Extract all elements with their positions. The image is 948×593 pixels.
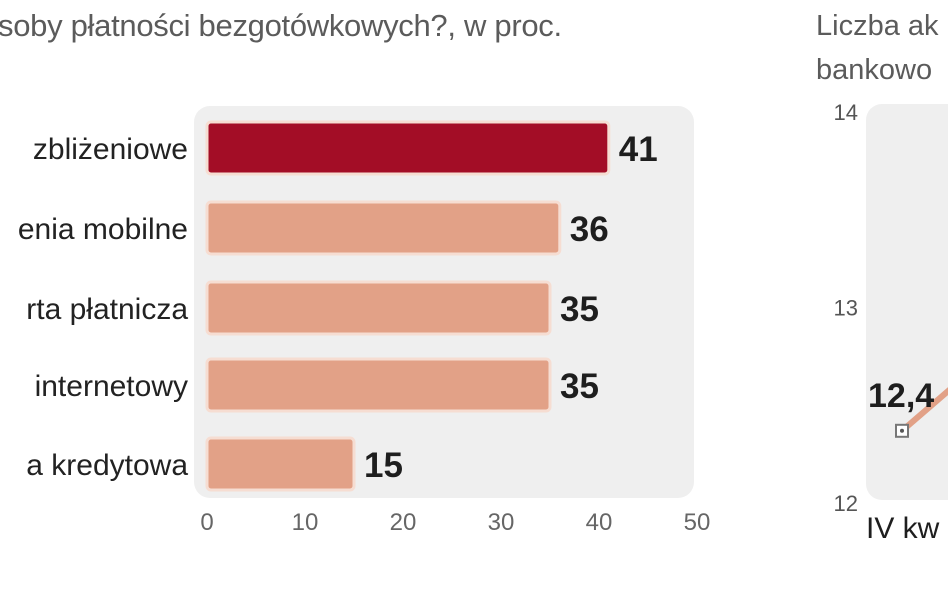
category-label: zbliżeniowe: [33, 133, 188, 166]
value-label: 15: [364, 446, 403, 485]
category-label: rta płatnicza: [26, 293, 188, 326]
right-y-tick-label: 12: [834, 491, 858, 516]
value-label: 36: [570, 210, 609, 249]
point-value-label: 12,4: [868, 377, 934, 415]
right-y-tick-label: 14: [834, 100, 858, 125]
x-tick-label: 20: [390, 509, 417, 536]
right-chart-title-line-2: bankowo: [816, 54, 933, 86]
bar: [205, 436, 356, 492]
right-plot-background: [866, 104, 948, 500]
x-tick-label: 30: [488, 509, 515, 536]
right-chart-title-line-1: Liczba ak: [816, 10, 939, 42]
bar: [205, 120, 611, 176]
series-line: [900, 387, 948, 434]
bar: [205, 280, 552, 336]
category-label: internetowy: [35, 370, 188, 403]
x-tick-label: 50: [684, 509, 711, 536]
bar: [205, 200, 562, 256]
right-y-tick-label: 13: [834, 296, 858, 321]
category-label: enia mobilne: [18, 213, 188, 246]
chart-subtitle: soby płatności bezgotówkowych?, w proc.: [0, 8, 562, 43]
x-tick-label: 40: [586, 509, 613, 536]
value-label: 35: [560, 290, 599, 329]
category-label: a kredytowa: [26, 449, 188, 482]
x-tick-label: 0: [200, 509, 213, 536]
right-chart-title: Liczba ak bankowo: [816, 4, 939, 92]
x-tick-label: 10: [292, 509, 319, 536]
value-label: 41: [619, 130, 658, 169]
bar: [205, 357, 552, 413]
value-label: 35: [560, 367, 599, 406]
data-point-dot: [900, 428, 904, 433]
right-x-tick-label: IV kw: [866, 512, 940, 545]
